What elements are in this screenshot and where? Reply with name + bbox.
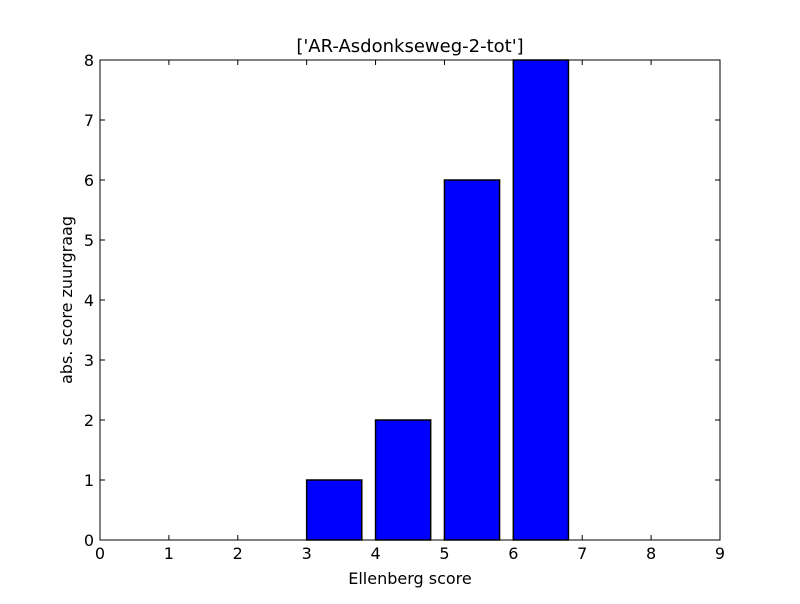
x-tick-label-5: 5 [439, 544, 449, 563]
bar-4 [374, 419, 432, 541]
y-axis-label: abs. score zuurgraag [57, 216, 76, 384]
y-tick-label-8: 8 [84, 51, 94, 70]
y-tick-label-7: 7 [84, 111, 94, 130]
y-tick-label-2: 2 [84, 411, 94, 430]
bar-3 [305, 479, 363, 541]
x-tick-label-3: 3 [302, 544, 312, 563]
x-axis-label: Ellenberg score [348, 569, 472, 588]
x-tick-label-4: 4 [370, 544, 380, 563]
bars-group [305, 59, 570, 541]
x-tick-label-9: 9 [715, 544, 725, 563]
x-tick-label-2: 2 [233, 544, 243, 563]
y-tick-label-0: 0 [84, 531, 94, 550]
x-tick-label-7: 7 [577, 544, 587, 563]
x-tick-label-0: 0 [95, 544, 105, 563]
plot-frame [99, 59, 721, 541]
bar-6 [512, 59, 570, 541]
x-tick-label-6: 6 [508, 544, 518, 563]
y-tick-label-1: 1 [84, 471, 94, 490]
y-tick-label-6: 6 [84, 171, 94, 190]
x-tick-label-8: 8 [646, 544, 656, 563]
y-tick-label-4: 4 [84, 291, 94, 310]
chart-title: ['AR-Asdonkseweg-2-tot'] [296, 36, 523, 57]
y-tick-label-3: 3 [84, 351, 94, 370]
x-tick-label-1: 1 [164, 544, 174, 563]
y-tick-label-5: 5 [84, 231, 94, 250]
bar-5 [443, 179, 501, 541]
